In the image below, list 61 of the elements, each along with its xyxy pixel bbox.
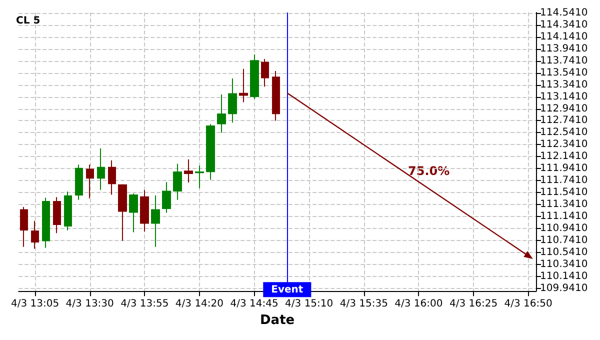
x-tick-label: 4/3 15:35 bbox=[340, 298, 388, 310]
candlestick bbox=[129, 192, 138, 233]
candlestick bbox=[20, 206, 28, 248]
candlestick bbox=[184, 158, 193, 183]
candlestick bbox=[272, 70, 280, 122]
candlestick bbox=[206, 124, 215, 180]
y-tick-label: 111.5410 bbox=[540, 187, 588, 198]
candlestick bbox=[118, 184, 127, 242]
y-tick-label: 110.1410 bbox=[540, 270, 588, 282]
y-tick-label: 114.5410 bbox=[540, 7, 588, 18]
y-tick-label: 113.1410 bbox=[540, 91, 588, 102]
x-tick-label: 4/3 16:25 bbox=[449, 298, 498, 310]
candlestick bbox=[42, 197, 50, 248]
x-tick-label: 4/3 16:50 bbox=[504, 298, 552, 310]
candlestick bbox=[217, 94, 226, 134]
candlestick bbox=[250, 54, 259, 100]
candlestick bbox=[86, 164, 94, 199]
y-tick-label: 113.9410 bbox=[540, 43, 588, 54]
y-tick-label: 111.1410 bbox=[540, 211, 588, 222]
candlestick bbox=[108, 160, 116, 196]
y-tick-label: 111.7410 bbox=[540, 175, 588, 186]
candlestick bbox=[53, 196, 61, 234]
candlestick bbox=[75, 164, 83, 200]
y-tick-label: 112.3410 bbox=[540, 139, 588, 150]
candlestick bbox=[173, 163, 182, 200]
candlestick bbox=[228, 78, 237, 124]
y-tick-label: 113.5410 bbox=[540, 67, 588, 78]
y-tick-label: 113.7410 bbox=[540, 55, 588, 66]
y-tick-label: 112.9410 bbox=[540, 103, 588, 114]
y-tick-label: 114.1410 bbox=[540, 31, 588, 42]
x-tick-label: 4/3 13:30 bbox=[66, 298, 114, 310]
y-tick-label: 112.1410 bbox=[540, 151, 588, 162]
chart-title: CL 5 bbox=[16, 16, 40, 26]
y-tick-label: 109.9410 bbox=[540, 282, 588, 294]
candlestick bbox=[140, 190, 149, 232]
x-tick-label: 4/3 16:00 bbox=[394, 298, 443, 310]
x-tick-label: 4/3 13:05 bbox=[11, 298, 60, 310]
candlestick bbox=[97, 148, 105, 190]
candlestick bbox=[261, 58, 269, 88]
x-tick-label: 4/3 14:20 bbox=[175, 298, 224, 310]
y-tick-label: 111.9410 bbox=[540, 163, 588, 174]
y-tick-label: 111.3410 bbox=[540, 199, 588, 210]
y-tick-label: 110.9410 bbox=[540, 222, 588, 234]
y-tick-label: 114.3410 bbox=[540, 19, 588, 30]
y-tick-label: 110.7410 bbox=[540, 234, 588, 246]
candlestick bbox=[195, 165, 204, 189]
ref-line-label: Event bbox=[271, 284, 304, 296]
y-tick-label: 112.5410 bbox=[540, 127, 588, 138]
x-tick-label: 4/3 13:55 bbox=[120, 298, 169, 310]
candlestick bbox=[151, 194, 160, 248]
candlestick bbox=[64, 191, 72, 231]
y-tick-label: 110.3410 bbox=[540, 258, 588, 270]
y-tick-label: 110.5410 bbox=[540, 246, 588, 258]
x-tick-label: 4/3 15:10 bbox=[285, 298, 334, 310]
candlestick bbox=[239, 68, 248, 103]
candlestick bbox=[162, 182, 171, 214]
candlestick bbox=[31, 220, 39, 250]
y-tick-label: 112.7410 bbox=[540, 115, 588, 126]
x-tick-label: 4/3 14:45 bbox=[230, 298, 278, 310]
y-tick-label: 113.3410 bbox=[540, 79, 588, 90]
x-axis-title: Date bbox=[260, 313, 295, 328]
